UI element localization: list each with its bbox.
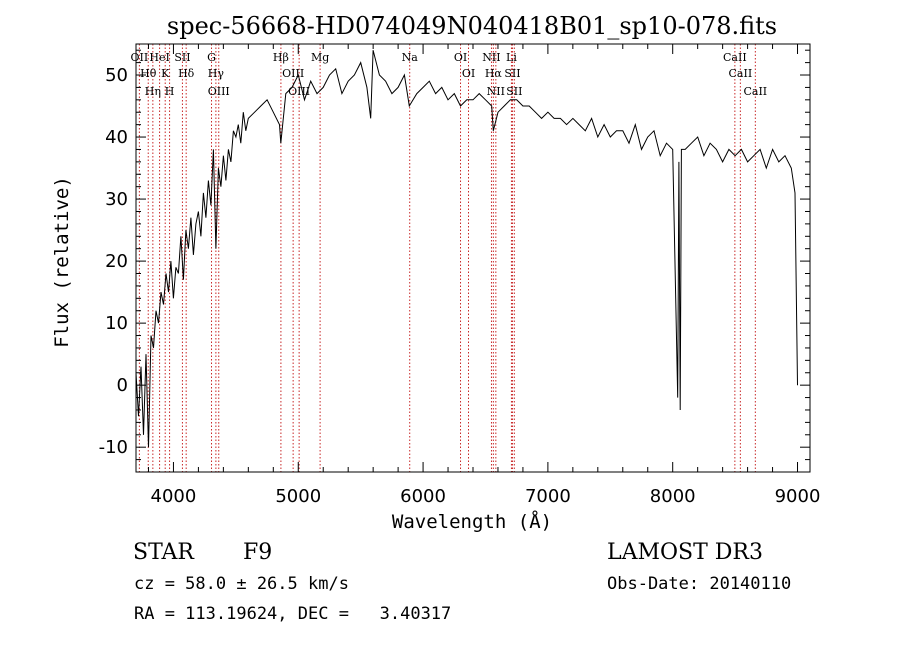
chart-title: spec-56668-HD074049N040418B01_sp10-078.f… [167,12,777,40]
object-class: STAR [133,540,194,565]
line-label-5: H [165,85,175,98]
spectral-line-markers [138,44,756,472]
y-tick-label-4: 30 [105,189,128,210]
line-label-6: SII [174,51,190,64]
observation-date: Obs-Date: 20140110 [607,574,792,594]
line-label-11: Hβ [273,51,289,64]
x-tick-label-2: 6000 [400,486,446,507]
line-label-9: G [207,51,216,64]
y-axis: -10 0 10 20 30 40 50 [99,49,810,473]
line-label-22: SII [504,67,520,80]
line-label-16: OI [454,51,467,64]
line-label-12: OIII [282,67,304,80]
line-label-24: CaII [723,51,747,64]
line-label-26: CaII [743,85,767,98]
x-tick-label-5: 9000 [775,486,821,507]
x-tick-label-3: 7000 [525,486,571,507]
y-tick-label-5: 40 [105,127,128,148]
x-axis-label: Wavelength (Å) [392,510,552,533]
line-label-21: Li [506,51,517,64]
x-tick-label-4: 8000 [650,486,696,507]
line-label-4: K [161,67,170,80]
y-tick-label-6: 50 [105,65,128,86]
line-label-20: NII [487,85,505,98]
x-tick-label-0: 4000 [151,486,197,507]
line-label-3: HeI [149,51,169,64]
line-label-8: Hγ [208,67,225,80]
line-label-14: Mg [311,51,329,64]
line-label-17: OI [462,67,475,80]
survey-name: LAMOST DR3 [607,540,763,565]
y-tick-label-0: -10 [99,437,128,458]
line-label-2: Hη [145,85,161,98]
line-label-10: OIII [208,85,230,98]
x-tick-label-1: 5000 [275,486,321,507]
object-subclass: F9 [243,540,273,565]
line-label-18: NII [482,51,500,64]
line-label-23: SII [506,85,522,98]
y-tick-label-1: 0 [117,375,128,396]
y-tick-label-2: 10 [105,313,128,334]
line-label-15: Na [402,51,419,64]
spectrum-line [135,50,798,448]
plot-frame [135,43,811,473]
redshift-velocity: cz = 58.0 ± 26.5 km/s [134,574,349,594]
line-label-1: OII [131,51,149,64]
x-axis: 4000 5000 6000 7000 8000 9000 [147,44,821,507]
line-label-0: Hθ [140,67,157,80]
line-label-25: CaII [729,67,753,80]
line-label-19: Hα [485,67,503,80]
y-axis-label: Flux (relative) [51,176,73,348]
y-tick-label-3: 20 [105,251,128,272]
line-label-13: OIII [288,85,310,98]
line-label-7: Hδ [178,67,195,80]
coordinates: RA = 113.19624, DEC = 3.40317 [134,604,452,624]
spectral-line-labels: OII Hθ Hη HeI KH SII Hδ G Hγ OIII Hβ OIII OIII Mg Na OI… [131,51,768,98]
